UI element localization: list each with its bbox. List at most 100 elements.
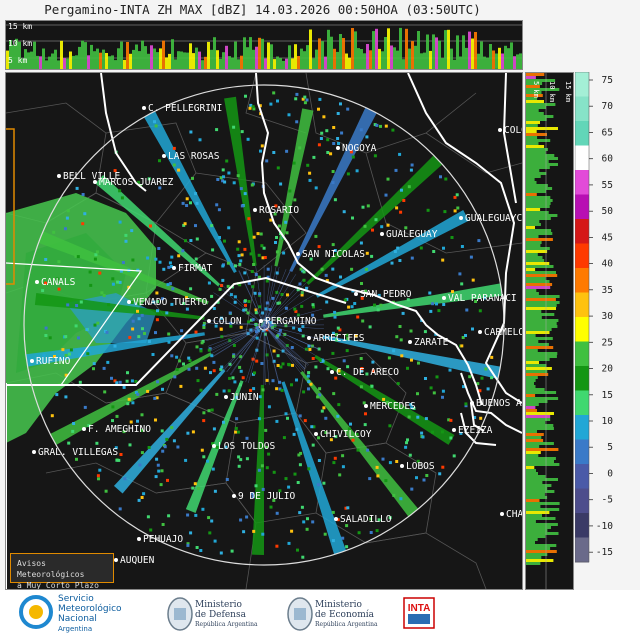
echo-pixel <box>404 226 408 230</box>
echo-pixel <box>228 311 232 315</box>
top-echo-column <box>327 29 330 69</box>
echo-pixel <box>260 464 264 468</box>
top-echo-column <box>312 58 315 69</box>
clutter-ray <box>212 324 265 357</box>
top-echo-column <box>171 39 174 69</box>
echo-pixel <box>111 419 114 423</box>
echo-pixel <box>331 331 335 335</box>
echo-streak <box>38 231 209 305</box>
colorbar-segment <box>575 390 589 416</box>
side-echo-row <box>526 529 548 532</box>
echo-pixel <box>460 344 464 348</box>
echo-pixel <box>247 281 251 285</box>
echo-pixel <box>102 366 106 370</box>
echo-pixel <box>324 431 328 434</box>
city-dot <box>114 558 118 562</box>
echo-pixel <box>97 477 100 481</box>
city-dot <box>500 512 504 516</box>
echo-pixel <box>360 296 364 300</box>
echo-pixel <box>251 318 255 322</box>
echo-pixel <box>242 308 246 312</box>
echo-streak <box>113 368 226 494</box>
top-echo-column <box>438 40 441 69</box>
echo-pixel <box>331 510 335 514</box>
echo-pixel <box>265 328 269 332</box>
echo-pixel <box>136 419 139 423</box>
echo-pixel <box>399 497 403 501</box>
colorbar-tick-label: 70 <box>602 101 614 112</box>
echo-streak <box>315 210 469 298</box>
echo-pixel <box>311 520 315 524</box>
top-echo-column <box>480 41 483 69</box>
echo-pixel <box>208 531 212 535</box>
warning-box[interactable]: Avisos Meteorológicos a Muy Corto Plazo <box>10 553 114 589</box>
radar-map-canvas: C. PELLEGRINI LAS ROSAS NOGOYA BELL VILLEMA… <box>6 73 522 589</box>
echo-pixel <box>122 430 126 434</box>
echo-pixel <box>233 380 237 384</box>
top-echo-column <box>339 34 342 69</box>
clutter-ray <box>263 319 324 326</box>
echo-pixel <box>341 454 345 458</box>
city-label: PEHUAJO <box>143 534 183 545</box>
echo-pixel <box>199 388 203 392</box>
echo-pixel <box>83 405 87 409</box>
echo-pixel <box>136 392 140 396</box>
echo-pixel <box>338 473 342 477</box>
echo-pixel <box>340 131 344 135</box>
echo-pixel <box>326 367 330 371</box>
side-echo-row <box>526 130 537 133</box>
echo-pixel <box>359 128 363 132</box>
echo-pixel <box>113 169 117 173</box>
echo-pixel <box>323 532 327 536</box>
echo-pixel <box>167 514 171 518</box>
top-echo-column <box>408 48 411 69</box>
echo-pixel <box>371 228 374 232</box>
echo-pixel <box>127 285 131 289</box>
echo-pixel <box>417 361 420 365</box>
colorbar-segment <box>575 243 589 269</box>
echo-pixel <box>231 376 235 380</box>
side-echo-row <box>526 217 551 220</box>
echo-pixel <box>334 435 338 439</box>
echo-pixel <box>401 311 405 315</box>
top-echo-column <box>213 37 216 69</box>
echo-pixel <box>280 388 284 392</box>
echo-pixel <box>257 275 261 279</box>
echo-pixel <box>160 469 164 473</box>
radar-map[interactable]: C. PELLEGRINI LAS ROSAS NOGOYA BELL VILLE MA… <box>5 72 523 590</box>
side-echo-row <box>526 145 545 148</box>
side-echo-row <box>526 154 555 157</box>
echo-pixel <box>256 232 260 236</box>
echo-pixel <box>376 474 380 478</box>
echo-pixel <box>66 303 70 307</box>
echo-pixel <box>265 301 269 305</box>
side-echo-row <box>526 388 545 391</box>
echo-pixel <box>163 445 167 449</box>
echo-pixel <box>286 293 289 297</box>
echo-pixel <box>266 275 270 279</box>
echo-pixel <box>332 392 336 396</box>
echo-pixel <box>138 463 142 467</box>
echo-pixel <box>118 189 122 193</box>
side-echo-row <box>526 298 556 301</box>
side-echo-row <box>526 229 552 232</box>
echo-pixel <box>100 291 104 295</box>
side-echo-row <box>526 82 543 85</box>
echo-streak <box>224 96 257 266</box>
city-label: ROSARIO <box>259 205 299 216</box>
top-echo-column <box>264 58 267 69</box>
echo-pixel <box>332 126 336 129</box>
echo-pixel <box>451 290 454 294</box>
echo-pixel <box>220 284 224 287</box>
echo-pixel <box>253 371 256 375</box>
echo-pixel <box>449 436 453 440</box>
top-echo-column <box>123 59 126 69</box>
echo-pixel <box>311 357 315 360</box>
echo-pixel <box>193 482 197 486</box>
echo-pixel <box>438 472 442 476</box>
city-label: PERGAMINO <box>265 316 317 327</box>
top-echo-column <box>387 28 390 69</box>
top-echo-column <box>378 48 381 69</box>
echo-pixel <box>265 353 269 357</box>
echo-pixel <box>137 302 141 306</box>
